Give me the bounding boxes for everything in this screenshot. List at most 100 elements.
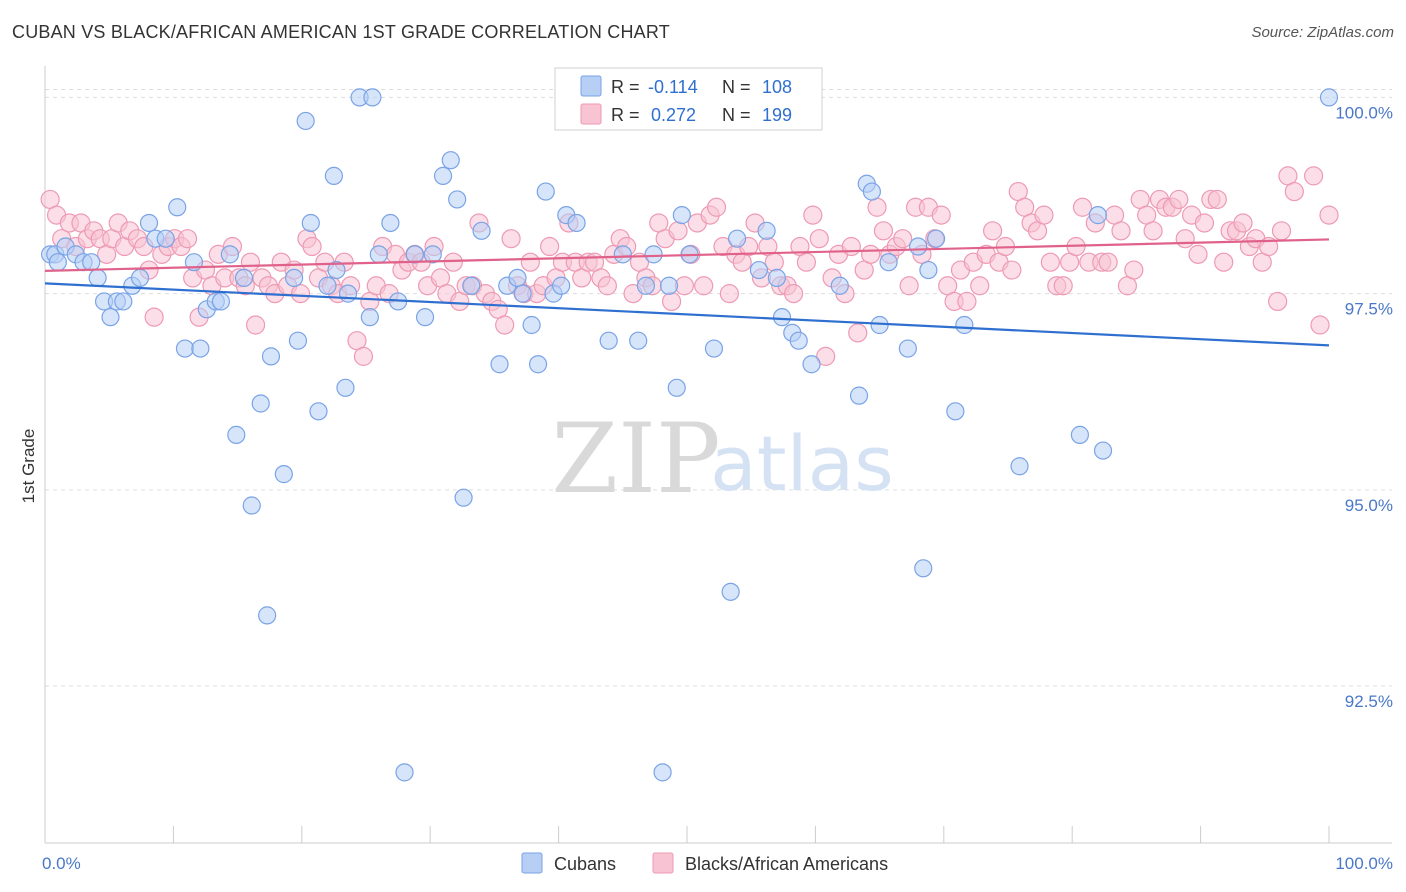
trend-line-black bbox=[44, 238, 1330, 272]
cuban-point bbox=[324, 166, 343, 185]
cuban-point bbox=[114, 292, 133, 311]
y-tick-label: 97.5% bbox=[1345, 300, 1393, 319]
cuban-point bbox=[1319, 88, 1339, 107]
cuban-point bbox=[644, 245, 663, 264]
black-point bbox=[668, 221, 688, 241]
legend-n-value-cubans: 108 bbox=[762, 77, 792, 97]
cuban-point bbox=[721, 582, 740, 601]
cuban-point bbox=[130, 268, 150, 288]
cuban-point bbox=[629, 331, 648, 350]
cuban-point bbox=[490, 355, 509, 374]
legend-n-label-cubans: N = bbox=[722, 77, 751, 97]
trend-line-cubans bbox=[44, 282, 1330, 347]
cuban-point bbox=[898, 339, 917, 358]
y-tick-label: 92.5% bbox=[1345, 692, 1393, 711]
black-point bbox=[495, 315, 515, 335]
black-point bbox=[1194, 213, 1215, 233]
black-point bbox=[893, 229, 913, 249]
black-point bbox=[706, 197, 727, 217]
black-point bbox=[848, 323, 868, 343]
black-point bbox=[970, 276, 990, 296]
cuban-point bbox=[309, 402, 328, 421]
cuban-point bbox=[955, 315, 974, 335]
cuban-point bbox=[274, 465, 293, 484]
black-point bbox=[1124, 260, 1144, 280]
cuban-point bbox=[1093, 441, 1113, 460]
cuban-point bbox=[284, 268, 304, 288]
tick-labels: 92.5% 95.0% 97.5% 100.0% 0.0% 100.0% bbox=[42, 103, 1393, 873]
black-point bbox=[661, 291, 682, 312]
legend-top: R = -0.114 N = 108 R = 0.272 N = 199 bbox=[554, 67, 823, 131]
black-point bbox=[302, 236, 322, 257]
black-point bbox=[796, 252, 817, 272]
cuban-point bbox=[191, 339, 210, 358]
black-point bbox=[443, 252, 463, 272]
cuban-point bbox=[1010, 457, 1029, 476]
cuban-point bbox=[462, 276, 481, 295]
black-point bbox=[245, 315, 266, 335]
black-point bbox=[1034, 205, 1054, 225]
cuban-point bbox=[211, 292, 231, 311]
black-point bbox=[764, 252, 784, 272]
cuban-point bbox=[704, 339, 724, 358]
cuban-point bbox=[522, 315, 541, 335]
cuban-point bbox=[599, 331, 618, 350]
cuban-point bbox=[336, 378, 355, 397]
black-point bbox=[867, 197, 887, 217]
cuban-point bbox=[258, 606, 277, 625]
cuban-point bbox=[789, 331, 808, 350]
cuban-point bbox=[472, 221, 491, 240]
black-point bbox=[803, 205, 823, 225]
cuban-point bbox=[101, 308, 120, 327]
black-point bbox=[1271, 221, 1292, 241]
black-point bbox=[861, 244, 881, 264]
black-point bbox=[1111, 221, 1131, 241]
cuban-point bbox=[395, 763, 414, 782]
legend-r-label-cubans: R = bbox=[611, 77, 640, 97]
cuban-point bbox=[441, 151, 460, 170]
black-point bbox=[290, 284, 311, 304]
cuban-point bbox=[327, 260, 346, 280]
cuban-point bbox=[757, 221, 776, 240]
cuban-point bbox=[296, 111, 315, 131]
cuban-point bbox=[369, 245, 388, 264]
watermark-zip: ZIP bbox=[551, 403, 720, 515]
black-point bbox=[520, 252, 540, 272]
grid-lines bbox=[45, 89, 1392, 687]
black-point bbox=[177, 229, 198, 249]
cuban-point bbox=[381, 213, 400, 233]
x-tick-label: 0.0% bbox=[42, 854, 81, 873]
black-point bbox=[1233, 213, 1253, 233]
legend-swatch-cubans bbox=[580, 75, 602, 97]
black-point bbox=[809, 229, 829, 249]
cuban-point bbox=[946, 402, 965, 421]
black-point bbox=[841, 236, 861, 257]
cuban-point bbox=[301, 213, 320, 233]
cuban-point bbox=[636, 276, 656, 295]
black-point bbox=[719, 284, 739, 304]
cuban-point bbox=[749, 260, 769, 280]
cuban-point bbox=[536, 182, 555, 201]
black-point bbox=[899, 276, 919, 296]
black-point bbox=[982, 221, 1003, 241]
cuban-point bbox=[552, 276, 571, 295]
cuban-point bbox=[433, 166, 453, 185]
black-point bbox=[1169, 189, 1189, 210]
cuban-point bbox=[513, 284, 532, 303]
black-point bbox=[694, 276, 714, 296]
cuban-point bbox=[360, 308, 379, 327]
cuban-point bbox=[227, 425, 246, 444]
cuban-point bbox=[1070, 425, 1090, 444]
legend-bottom-label-cubans: Cubans bbox=[554, 854, 616, 874]
black-point bbox=[1188, 244, 1208, 264]
black-point bbox=[816, 346, 836, 366]
legend-r-value-cubans: -0.114 bbox=[648, 77, 698, 97]
legend-bottom-swatch-cubans bbox=[521, 852, 543, 874]
black-point bbox=[1214, 252, 1234, 272]
black-point bbox=[540, 236, 560, 257]
black-point bbox=[1310, 315, 1330, 335]
y-axis-label: 1st Grade bbox=[19, 429, 38, 504]
trend-lines bbox=[44, 238, 1330, 347]
source-note: Source: ZipAtlas.com bbox=[1251, 24, 1394, 41]
y-tick-label: 100.0% bbox=[1335, 103, 1393, 122]
